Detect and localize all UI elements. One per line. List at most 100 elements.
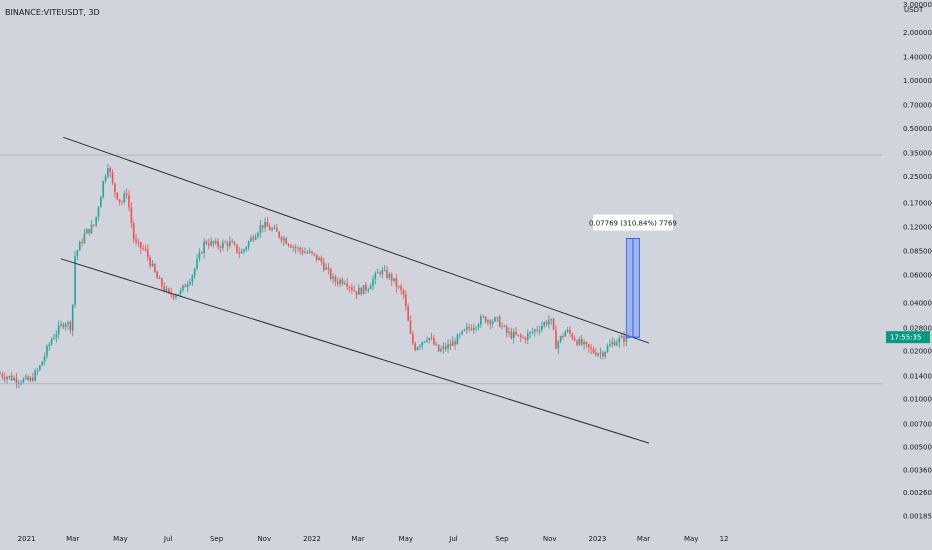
candle-body xyxy=(275,227,278,232)
candle-body xyxy=(273,227,276,229)
candle-body xyxy=(426,339,428,342)
y-tick-label: 0.01000 xyxy=(903,396,932,404)
candle-body xyxy=(550,318,553,321)
x-tick-label: 2023 xyxy=(588,535,606,543)
candle-body xyxy=(268,226,271,231)
candle-body xyxy=(146,249,149,258)
candle-body xyxy=(623,336,625,342)
candle-body xyxy=(477,324,480,328)
candle-body xyxy=(327,267,330,269)
x-axis[interactable]: 2021 Mar May Jul Sep Nov 2022 Mar May Jul Sep Nov 20… xyxy=(18,535,729,543)
candle-body xyxy=(182,285,184,291)
candle-body xyxy=(46,346,48,357)
candle-body xyxy=(261,225,264,228)
candle-body xyxy=(545,322,548,325)
candle-body xyxy=(447,344,449,349)
candle-body xyxy=(278,231,280,238)
candle-body xyxy=(564,331,567,337)
candle-body xyxy=(625,335,628,342)
y-axis[interactable]: 3.00000 2.00000 1.40000 1.00000 0.70000 0.500… xyxy=(886,1,932,520)
candle-body xyxy=(224,242,227,244)
candle-body xyxy=(501,325,503,327)
candle-body xyxy=(576,340,578,345)
candle-body xyxy=(386,269,388,278)
candle-body xyxy=(71,304,74,331)
candle-body xyxy=(97,207,100,217)
candle-body xyxy=(534,329,536,332)
x-tick-label: 12 xyxy=(720,535,729,543)
candle-body xyxy=(161,278,163,287)
candle-body xyxy=(325,267,327,270)
candle-body xyxy=(397,286,400,288)
candle-body xyxy=(463,329,466,331)
candle-body xyxy=(440,348,442,352)
candle-body xyxy=(351,287,353,290)
candle-body xyxy=(393,278,395,281)
y-tick-label: 2.00000 xyxy=(903,29,932,37)
candle-body xyxy=(111,172,114,184)
candle-body xyxy=(184,285,187,288)
candle-body xyxy=(585,341,588,345)
candle-body xyxy=(311,251,313,254)
candle-body xyxy=(419,345,421,348)
trend-lines-layer xyxy=(60,136,650,444)
candle-body xyxy=(611,342,614,345)
candle-body xyxy=(123,193,126,203)
candle-body xyxy=(430,337,433,339)
candle-body xyxy=(158,278,161,280)
candle-body xyxy=(336,281,339,284)
candle-body xyxy=(238,252,241,254)
candle-body xyxy=(149,257,151,266)
x-tick-label: May xyxy=(399,535,413,543)
candle-body xyxy=(271,228,273,231)
candle-body xyxy=(64,324,67,328)
y-tick-label: 0.17000 xyxy=(903,200,932,208)
candle-body xyxy=(519,334,522,338)
y-tick-label: 0.01400 xyxy=(903,372,932,380)
x-tick-label: Mar xyxy=(352,535,365,543)
candle-body xyxy=(109,168,112,173)
candle-body xyxy=(322,261,325,270)
y-tick-label: 3.00000 xyxy=(903,1,932,9)
candle-body xyxy=(383,269,386,271)
y-tick-label: 0.08500 xyxy=(903,248,932,256)
candle-body xyxy=(597,353,599,356)
candle-body xyxy=(346,283,348,287)
channel-line-upper[interactable] xyxy=(63,136,650,344)
y-tick-label: 0.04000 xyxy=(903,300,932,308)
candle-body xyxy=(3,377,6,380)
candle-body xyxy=(55,334,58,338)
candle-body xyxy=(292,246,295,248)
currency-label: USDT xyxy=(904,6,924,14)
candle-body xyxy=(618,337,621,343)
candle-body xyxy=(512,331,515,339)
candle-body xyxy=(489,320,492,325)
candle-body xyxy=(503,325,506,327)
candle-body xyxy=(496,316,499,318)
x-tick-label: Nov xyxy=(257,535,271,543)
candle-body xyxy=(222,242,224,249)
candle-body xyxy=(602,352,604,357)
candle-body xyxy=(451,341,454,346)
candle-body xyxy=(599,352,602,354)
candle-body xyxy=(552,318,555,330)
candle-body xyxy=(156,271,158,279)
channel-line-lower[interactable] xyxy=(60,258,650,444)
candle-body xyxy=(555,329,557,349)
candle-body xyxy=(168,288,170,293)
candle-body xyxy=(118,199,121,202)
y-tick-label: 0.02000 xyxy=(903,348,932,356)
candle-body xyxy=(423,341,426,343)
candle-body xyxy=(437,344,440,352)
candle-body xyxy=(559,335,562,342)
candle-body xyxy=(376,272,379,274)
candle-body xyxy=(200,252,203,254)
candle-body xyxy=(390,274,393,281)
candle-body xyxy=(196,259,198,269)
candle-body xyxy=(257,232,259,237)
candle-body xyxy=(620,336,623,338)
y-tick-label: 1.40000 xyxy=(903,54,932,62)
candle-body xyxy=(458,334,461,335)
candle-body xyxy=(285,238,288,244)
